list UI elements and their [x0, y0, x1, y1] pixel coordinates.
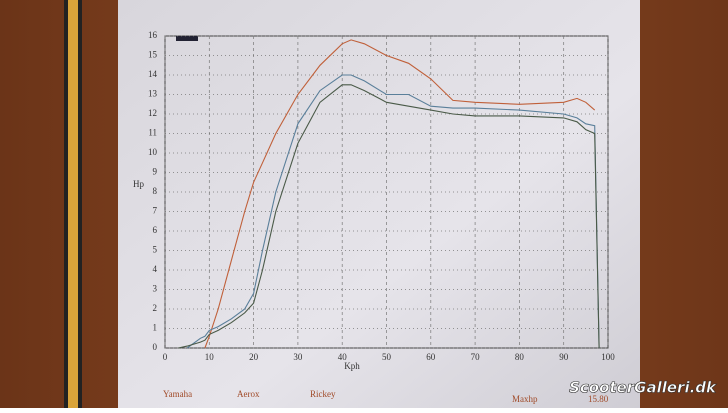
x-axis-label: Kph [344, 361, 360, 371]
x-tick-label: 60 [426, 352, 436, 362]
y-tick-label: 4 [153, 264, 158, 274]
y-tick-label: 14 [148, 69, 158, 79]
paper [118, 0, 640, 408]
x-tick-label: 80 [515, 352, 525, 362]
hp-curve [204, 39, 596, 349]
y-axis-label: Hp [133, 179, 144, 189]
hp-curve [178, 84, 600, 349]
y-tick-label: 7 [153, 206, 158, 216]
y-tick-label: 6 [153, 225, 158, 235]
ruler-marks [68, 0, 78, 408]
y-tick-label: 9 [153, 167, 158, 177]
y-tick-label: 11 [148, 128, 157, 138]
hp-curve [186, 74, 600, 349]
x-tick-label: 30 [293, 352, 303, 362]
x-tick-label: 20 [249, 352, 259, 362]
x-tick-label: 90 [559, 352, 569, 362]
y-tick-label: 16 [148, 30, 158, 40]
y-tick-label: 8 [153, 186, 158, 196]
model: Aerox [237, 389, 260, 399]
watermark: ScooterGalleri.dk [569, 379, 717, 397]
y-tick-label: 12 [148, 108, 157, 118]
y-tick-label: 13 [148, 89, 158, 99]
y-tick-label: 3 [153, 284, 158, 294]
x-tick-label: 40 [338, 352, 348, 362]
maxhp-label: Maxhp [512, 394, 538, 404]
x-tick-label: 70 [471, 352, 481, 362]
y-tick-label: 0 [153, 342, 158, 352]
logo [176, 36, 198, 41]
x-tick-label: 0 [163, 352, 168, 362]
y-tick-label: 5 [153, 245, 158, 255]
x-tick-label: 100 [601, 352, 615, 362]
make: Yamaha [163, 389, 192, 399]
y-tick-label: 1 [153, 323, 158, 333]
maxhp-value: 15.80 [588, 394, 609, 404]
y-tick-label: 15 [148, 50, 158, 60]
y-tick-label: 2 [153, 303, 158, 313]
x-tick-label: 10 [205, 352, 215, 362]
owner: Rickey [310, 389, 336, 399]
x-tick-label: 50 [382, 352, 392, 362]
y-tick-label: 10 [148, 147, 158, 157]
